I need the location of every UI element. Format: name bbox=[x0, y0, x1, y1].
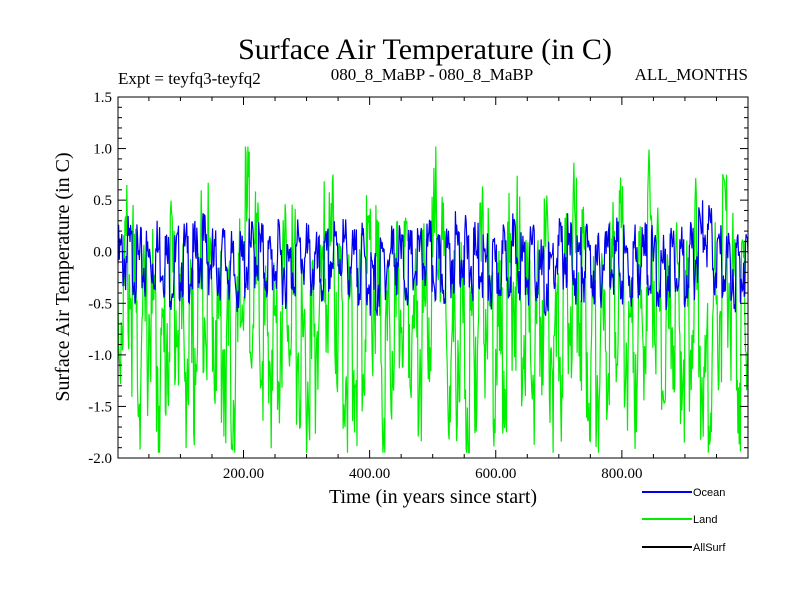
y-tick-label: 0.0 bbox=[93, 245, 112, 261]
x-tick-labels: 200.00 400.00 600.00 800.00 bbox=[223, 466, 643, 482]
legend-item-land: Land bbox=[642, 514, 717, 526]
y-axis-label: Surface Air Temperature (in C) bbox=[52, 152, 74, 401]
series-line-land bbox=[117, 146, 749, 454]
x-tick-label: 400.00 bbox=[349, 466, 390, 482]
legend-label-allsurf: AllSurf bbox=[693, 542, 726, 554]
series-layer bbox=[117, 146, 749, 454]
legend: Ocean Land AllSurf bbox=[642, 487, 726, 554]
y-tick-label: -1.0 bbox=[88, 348, 112, 364]
y-tick-label: -2.0 bbox=[88, 451, 112, 467]
y-tick-label: 1.0 bbox=[93, 142, 112, 158]
x-axis-label: Time (in years since start) bbox=[329, 486, 537, 508]
y-tick-labels: -2.0 -1.5 -1.0 -0.5 0.0 0.5 1.0 1.5 bbox=[88, 90, 112, 467]
legend-label-ocean: Ocean bbox=[693, 487, 725, 499]
x-tick-label: 200.00 bbox=[223, 466, 264, 482]
y-tick-label: 0.5 bbox=[93, 193, 112, 209]
experiment-label: Expt = teyfq3-teyfq2 bbox=[118, 69, 261, 88]
legend-item-allsurf: AllSurf bbox=[642, 542, 726, 554]
legend-label-land: Land bbox=[693, 514, 717, 526]
period-label: 080_8_MaBP - 080_8_MaBP bbox=[331, 65, 533, 84]
y-tick-label: -1.5 bbox=[88, 399, 112, 415]
legend-item-ocean: Ocean bbox=[642, 487, 725, 499]
y-tick-label: 1.5 bbox=[93, 90, 112, 106]
y-tick-label: -0.5 bbox=[88, 296, 112, 312]
chart-title: Surface Air Temperature (in C) bbox=[238, 33, 612, 66]
ticks-layer bbox=[118, 96, 748, 459]
series-line-ocean bbox=[117, 200, 749, 316]
season-label: ALL_MONTHS bbox=[635, 65, 748, 84]
x-tick-label: 800.00 bbox=[601, 466, 642, 482]
x-tick-label: 600.00 bbox=[475, 466, 516, 482]
